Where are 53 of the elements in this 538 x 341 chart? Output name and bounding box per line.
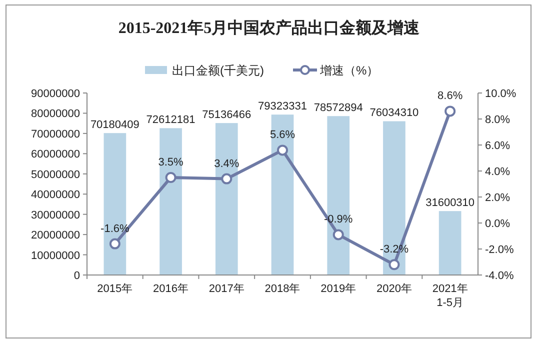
y2-tick-label: 2.0% xyxy=(485,192,510,204)
y-tick-label: 40000000 xyxy=(31,189,80,202)
data-label: 75136466 xyxy=(202,109,252,122)
y2-tick-label: 6.0% xyxy=(485,140,510,152)
y-tick-label: 20000000 xyxy=(31,230,80,242)
bar xyxy=(438,211,462,275)
y-tick-label: 90000000 xyxy=(31,88,80,100)
data-label: 72612181 xyxy=(146,114,196,126)
x-tick-label: 2021年 1-5月 xyxy=(432,283,468,309)
data-label: -3.2% xyxy=(380,244,409,256)
y-tick-label: 50000000 xyxy=(31,168,80,181)
point xyxy=(109,238,120,250)
x-tick-label: 2015年 xyxy=(97,283,133,295)
y-tick-label: 60000000 xyxy=(31,148,80,161)
data-label: 3.5% xyxy=(158,156,184,168)
x-tick-label: 2019年 xyxy=(320,283,356,295)
bar xyxy=(271,114,294,275)
point xyxy=(332,229,344,240)
y2-tick-label: 10.0% xyxy=(485,88,516,100)
x-tick-label: 2017年 xyxy=(208,283,244,295)
y2-tick-label: 0.0% xyxy=(485,218,510,230)
data-label: 31600310 xyxy=(426,197,475,210)
x-tick-label: 2016年 xyxy=(153,283,189,295)
point xyxy=(221,173,232,184)
data-label: 70180409 xyxy=(90,119,140,132)
data-label: 8.6% xyxy=(438,90,463,102)
point xyxy=(388,259,400,270)
y-tick-label: 70000000 xyxy=(31,128,80,140)
bar xyxy=(215,123,238,275)
data-label: -0.9% xyxy=(324,214,353,226)
data-label: 79323331 xyxy=(258,100,307,113)
y2-tick-label: -4.0% xyxy=(485,270,514,282)
point xyxy=(444,106,456,117)
point xyxy=(165,172,176,183)
y2-tick-label: 4.0% xyxy=(485,166,510,178)
data-label: 5.6% xyxy=(270,129,296,142)
bar xyxy=(160,128,182,275)
y-tick-label: 80000000 xyxy=(31,108,80,120)
data-label: 76034310 xyxy=(370,107,419,120)
y2-tick-label: 8.0% xyxy=(485,114,510,126)
data-label: 78572894 xyxy=(314,102,363,114)
x-tick-label: 2018年 xyxy=(264,283,300,295)
point xyxy=(277,144,288,156)
y-tick-label: 30000000 xyxy=(31,209,80,222)
y2-tick-label: -2.0% xyxy=(485,244,514,256)
y-tick-label: 0 xyxy=(74,270,80,282)
x-tick-label: 2020年 xyxy=(376,283,412,295)
legend-label: 出口金额(千美元) xyxy=(172,64,264,78)
y-tick-label: 10000000 xyxy=(31,250,80,262)
legend-label: 增速（%） xyxy=(319,64,379,78)
chart-title: 2015-2021年5月中国农产品出口金额及增速 xyxy=(118,19,421,37)
data-label: -1.6% xyxy=(100,222,130,235)
data-label: 3.4% xyxy=(214,158,240,170)
